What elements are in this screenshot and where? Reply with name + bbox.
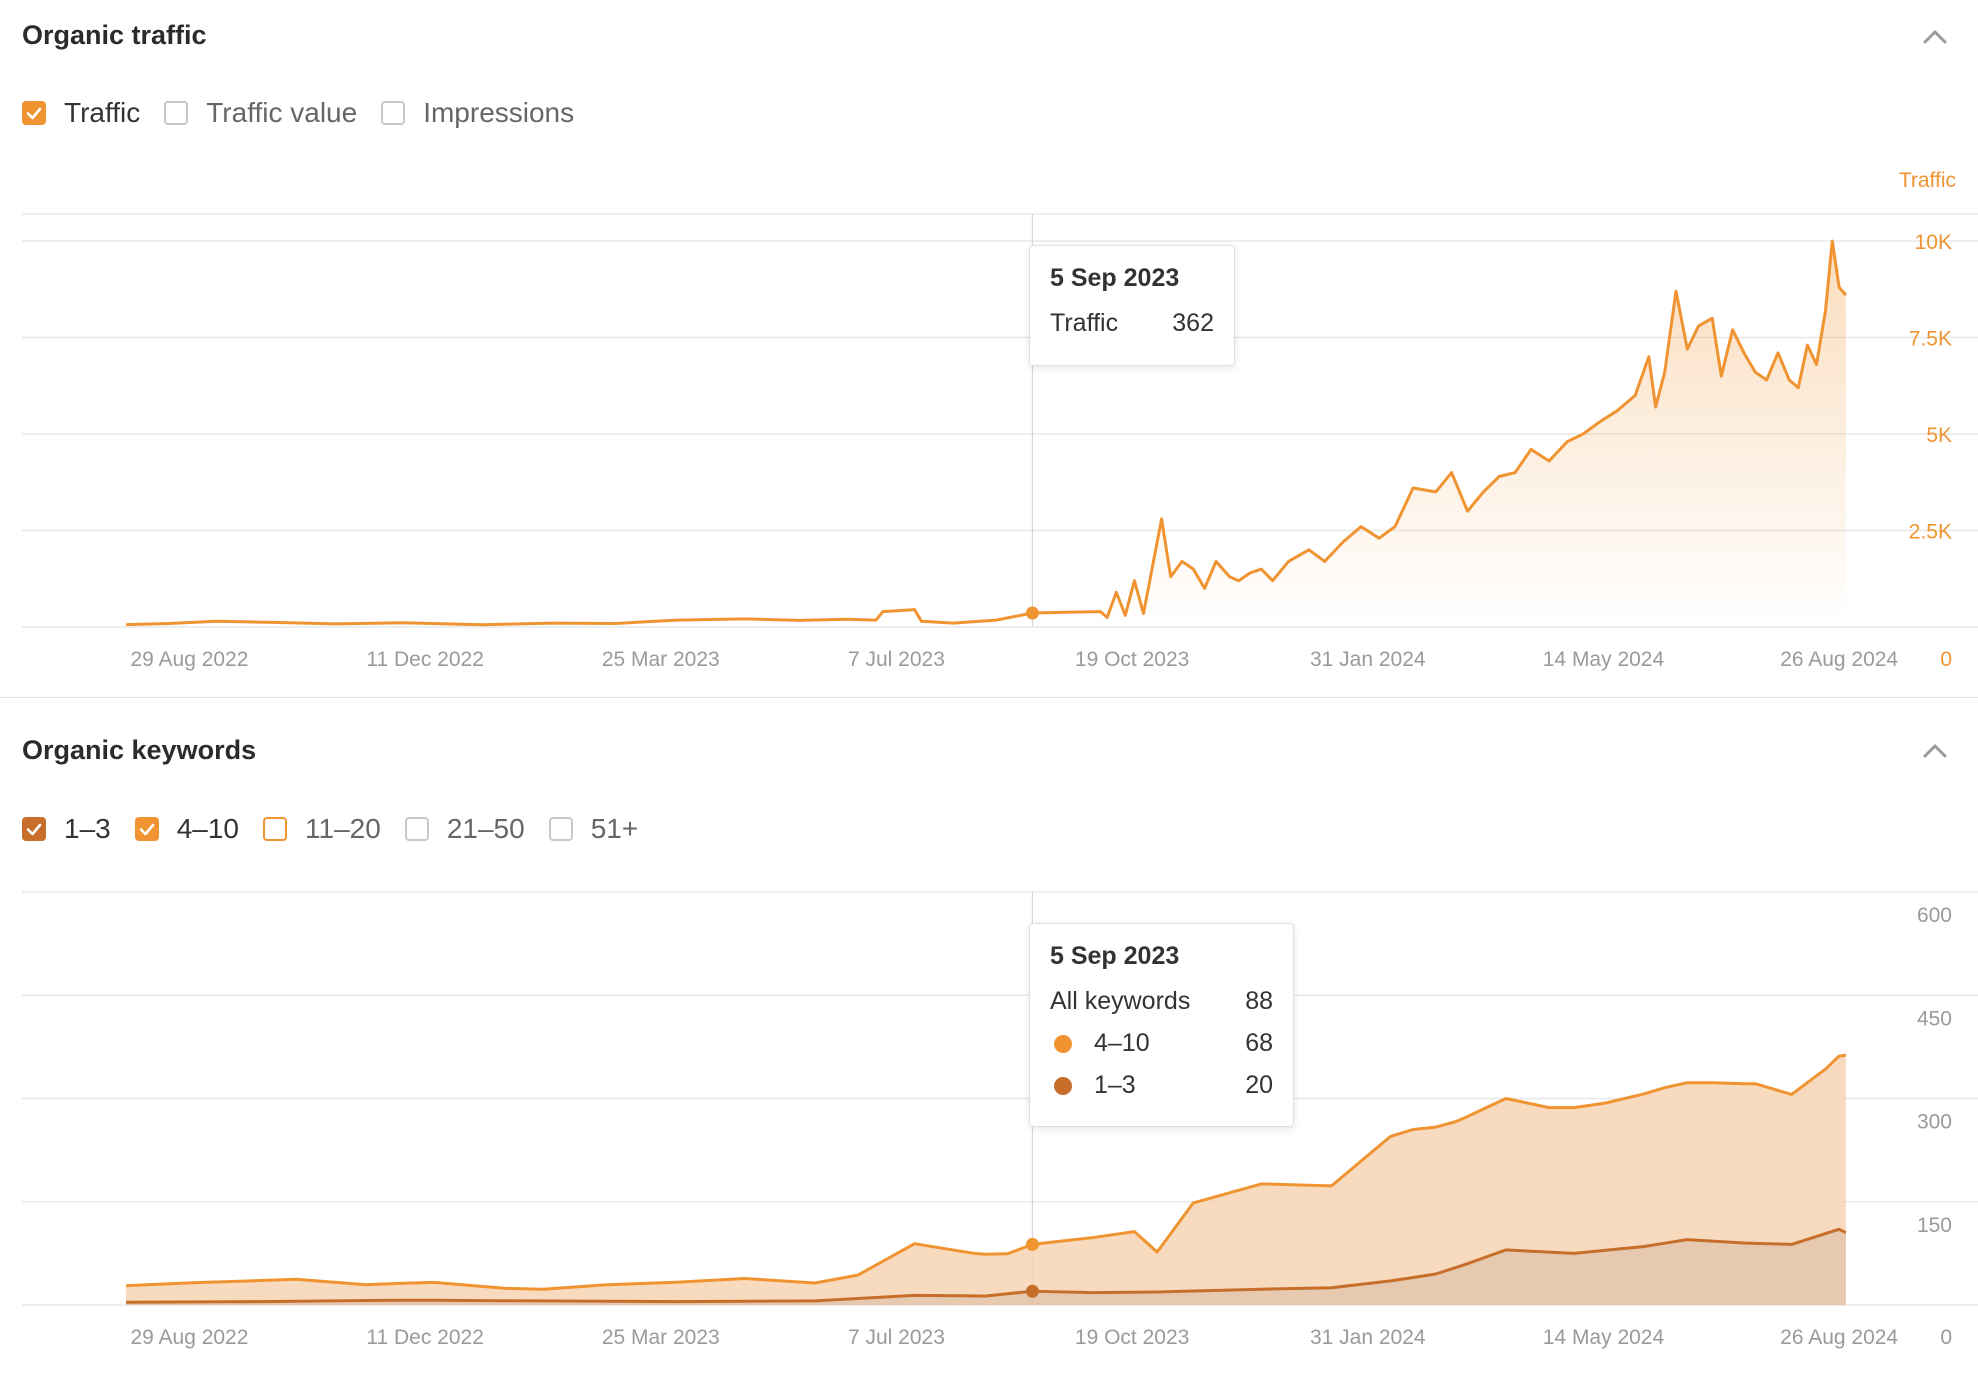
- series-line-4-10: [125, 1053, 1847, 1291]
- legend-checkbox[interactable]: [381, 101, 406, 125]
- tooltip-value: 88: [1245, 987, 1273, 1015]
- series-line-1-3: [125, 1227, 1847, 1304]
- legend-checkbox[interactable]: [164, 101, 189, 125]
- x-tick-label: 19 Oct 2023: [1075, 1326, 1189, 1349]
- tooltip-date: 5 Sep 2023: [1050, 264, 1180, 292]
- x-tick-label: 25 Mar 2023: [602, 1326, 720, 1349]
- x-tick-label: 26 Aug 2024: [1780, 1326, 1898, 1349]
- highlight-point-4-10: [1025, 1237, 1039, 1251]
- chevron-up-icon[interactable]: [1920, 736, 1950, 766]
- y-tick-label: 2.5K: [1909, 521, 1952, 544]
- tooltip-value: 68: [1245, 1029, 1273, 1057]
- tooltip-label: All keywords: [1050, 987, 1191, 1015]
- y-tick-label: 7.5K: [1909, 328, 1952, 351]
- x-tick-label: 11 Dec 2022: [366, 1326, 484, 1349]
- chart-tooltip: 5 Sep 2023 Traffic 362: [1029, 245, 1235, 366]
- x-tick-label: 11 Dec 2022: [366, 648, 484, 671]
- y-tick-label: 0: [1940, 648, 1952, 671]
- legend-label: 4–10: [176, 813, 240, 844]
- series-area-1-3: [126, 1229, 1846, 1305]
- checkmark-icon: [139, 823, 155, 836]
- x-tick-label: 14 May 2024: [1543, 1326, 1665, 1349]
- keywords-chart[interactable]: 0 150 300 450 600 29 Aug 2022 11 Dec 2022 25 Ma…: [0, 698, 1978, 1374]
- position-legend: 1–3 4–10 11–20 21–50 51+: [22, 813, 662, 845]
- legend-label: 1–3: [64, 813, 111, 844]
- y-tick-label: 10K: [1915, 231, 1952, 254]
- series-area-traffic: [126, 241, 1846, 627]
- y-tick-label: 5K: [1926, 424, 1952, 447]
- legend-label: 21–50: [446, 813, 525, 844]
- x-tick-label: 14 May 2024: [1543, 648, 1665, 671]
- chevron-up-icon[interactable]: [1920, 22, 1950, 52]
- chart-tooltip: 5 Sep 2023 All keywords 88 4–10 68 1–3 20: [1029, 923, 1294, 1127]
- y-tick-label: 150: [1917, 1214, 1952, 1237]
- legend-item-traffic-value[interactable]: Traffic value: [164, 97, 357, 129]
- y-tick-label: 600: [1917, 904, 1952, 927]
- legend-label: Traffic value: [206, 97, 358, 128]
- legend-checkbox[interactable]: [548, 817, 573, 841]
- y-axis-title: Traffic: [1899, 169, 1956, 192]
- tooltip-row-1-3: 1–3 20: [1050, 1071, 1273, 1100]
- x-tick-label: 7 Jul 2023: [848, 648, 945, 671]
- legend-checkbox[interactable]: [22, 101, 46, 125]
- legend-label: Traffic: [64, 97, 141, 128]
- x-tick-label: 31 Jan 2024: [1310, 648, 1426, 671]
- panel-title: Organic traffic: [22, 20, 207, 50]
- tooltip-row-traffic: Traffic 362: [1050, 309, 1214, 338]
- tooltip-value: 362: [1172, 309, 1214, 337]
- traffic-chart[interactable]: 0 2.5K 5K 7.5K 10K Traffic 29 Aug 2022 11 Dec 2…: [0, 0, 1978, 697]
- organic-keywords-panel: Organic keywords 1–3 4–10 11–20 21–50 51+ 0 1…: [0, 698, 1978, 1374]
- tooltip-row-4-10: 4–10 68: [1050, 1029, 1273, 1058]
- checkmark-icon: [26, 823, 42, 836]
- tooltip-date: 5 Sep 2023: [1050, 942, 1180, 970]
- x-tick-label: 31 Jan 2024: [1310, 1326, 1426, 1349]
- tooltip-label: 4–10: [1094, 1029, 1150, 1057]
- legend-checkbox[interactable]: [404, 817, 429, 841]
- legend-item-impressions[interactable]: Impressions: [381, 97, 574, 129]
- y-tick-label: 300: [1917, 1111, 1952, 1134]
- x-tick-label: 7 Jul 2023: [848, 1326, 945, 1349]
- tooltip-label: 1–3: [1094, 1071, 1136, 1099]
- series-dot-icon: [1054, 1034, 1072, 1053]
- x-tick-label: 29 Aug 2022: [130, 648, 248, 671]
- y-tick-label: 0: [1940, 1326, 1952, 1349]
- legend-label: 51+: [590, 813, 639, 844]
- legend-item-traffic[interactable]: Traffic: [22, 97, 140, 129]
- tooltip-value: 20: [1245, 1071, 1273, 1099]
- metric-legend: Traffic Traffic value Impressions: [22, 97, 598, 129]
- x-tick-label: 19 Oct 2023: [1075, 648, 1189, 671]
- legend-item-21-50[interactable]: 21–50: [404, 813, 525, 845]
- legend-checkbox[interactable]: [22, 817, 46, 841]
- tooltip-row-all-keywords: All keywords 88: [1050, 987, 1273, 1016]
- legend-item-51[interactable]: 51+: [548, 813, 639, 845]
- highlight-point-1-3: [1025, 1284, 1039, 1298]
- panel-title: Organic keywords: [22, 735, 257, 765]
- y-tick-label: 450: [1917, 1007, 1952, 1030]
- legend-item-11-20[interactable]: 11–20: [263, 813, 381, 845]
- series-line-traffic: [125, 239, 1848, 627]
- checkmark-icon: [26, 107, 42, 120]
- legend-label: 11–20: [305, 813, 381, 844]
- x-tick-label: 26 Aug 2024: [1780, 648, 1898, 671]
- legend-checkbox[interactable]: [263, 817, 288, 841]
- organic-traffic-panel: Organic traffic Traffic Traffic value Impr…: [0, 0, 1978, 698]
- legend-item-4-10[interactable]: 4–10: [134, 813, 240, 845]
- series-dot-icon: [1054, 1076, 1072, 1095]
- legend-item-1-3[interactable]: 1–3: [22, 813, 111, 845]
- series-area-4-10: [126, 1055, 1846, 1303]
- x-tick-label: 29 Aug 2022: [130, 1326, 248, 1349]
- tooltip-label: Traffic: [1050, 309, 1119, 337]
- legend-checkbox[interactable]: [134, 817, 159, 841]
- legend-label: Impressions: [423, 97, 575, 128]
- x-tick-label: 25 Mar 2023: [602, 648, 720, 671]
- highlight-point-traffic: [1025, 606, 1039, 620]
